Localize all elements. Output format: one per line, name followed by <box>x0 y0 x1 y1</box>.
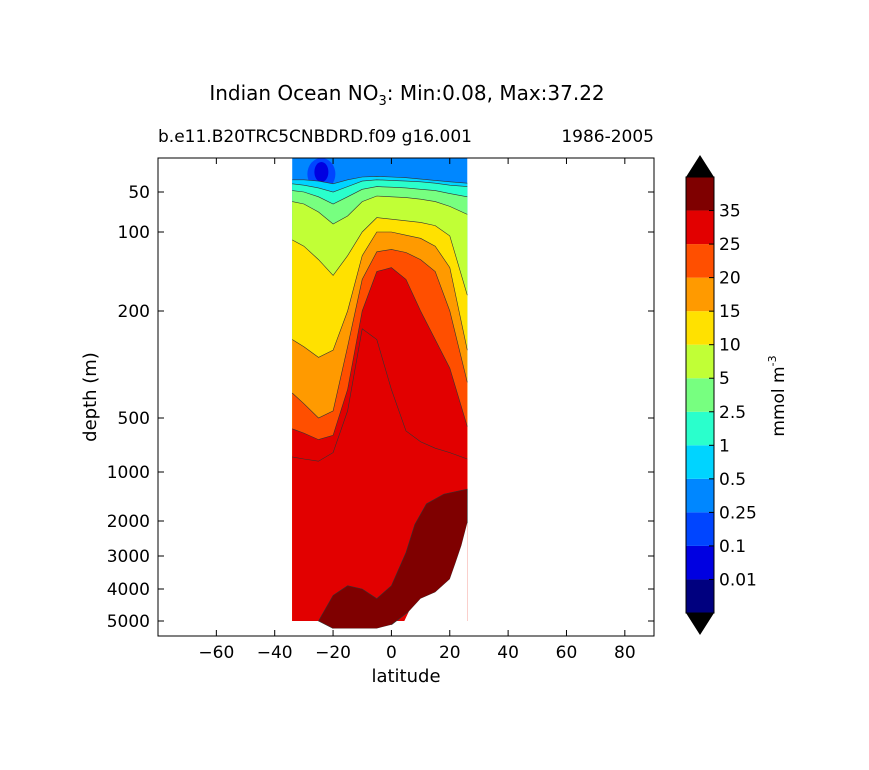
y-tick-label: 5000 <box>107 612 150 632</box>
x-tick-label: 60 <box>556 643 578 663</box>
colorbar-tick-label: 25 <box>719 235 741 255</box>
contour-fill <box>292 158 468 636</box>
y-tick-label: 3000 <box>107 547 150 567</box>
axes-ticks: −60 −40 −20 0 20 40 60 80 50 100 200 500 1000 2000 300… <box>107 158 654 663</box>
colorbar-extend-bottom <box>686 613 714 635</box>
x-axis-label: latitude <box>371 666 440 687</box>
colorbar-segment <box>686 277 714 312</box>
contour-line-5 <box>292 195 468 225</box>
colorbar-tick-label: 35 <box>719 202 741 222</box>
subtitle-right: 1986-2005 <box>561 127 654 147</box>
colorbar: 0.01 0.1 0.25 0.5 1 2.5 5 10 15 20 25 35 <box>685 155 757 635</box>
colorbar-tick-label: 0.25 <box>719 503 757 523</box>
y-tick-label: 2000 <box>107 512 150 532</box>
chart-title: Indian Ocean NO3: Min:0.08, Max:37.22 <box>209 81 604 109</box>
colorbar-tick-label: 5 <box>719 369 730 389</box>
colorbar-tick-label: 1 <box>719 436 730 456</box>
y-axis-label: depth (m) <box>80 352 101 442</box>
contour-lines <box>291 176 468 462</box>
colorbar-segment <box>686 244 714 278</box>
y-tick-label: 1000 <box>107 463 150 483</box>
contour-line-0.5 <box>292 176 468 185</box>
colorbar-tick-label: 0.5 <box>719 470 746 490</box>
colorbar-segment <box>686 545 714 580</box>
colorbar-tick-label: 0.1 <box>719 537 746 557</box>
x-tick-label: 40 <box>497 643 519 663</box>
contour-line-2.5 <box>292 186 468 205</box>
colorbar-segment <box>686 378 714 412</box>
colorbar-segment <box>686 344 714 379</box>
colorbar-label: mmol m-3 <box>766 355 789 436</box>
contour-line-15 <box>292 231 468 358</box>
y-tick-label: 100 <box>118 223 150 243</box>
y-tick-label: 200 <box>118 302 150 322</box>
contour-line-10 <box>292 217 468 296</box>
y-tick-label: 4000 <box>107 580 150 600</box>
colorbar-segment <box>686 177 714 211</box>
mask-bottom-mid <box>333 624 398 636</box>
mask-bottom-right <box>397 522 468 636</box>
x-tick-label: −20 <box>315 643 351 663</box>
band-min-patch <box>314 162 329 182</box>
x-tick-label: 0 <box>386 643 397 663</box>
mask-bottom-left <box>292 621 334 636</box>
colorbar-tick-label: 10 <box>719 336 741 356</box>
colorbar-segment <box>686 478 714 513</box>
colorbar-segment <box>686 512 714 546</box>
colorbar-segment <box>686 445 714 479</box>
colorbar-segment <box>686 210 714 245</box>
colorbar-tick-label: 0.01 <box>719 570 757 590</box>
subtitle-left: b.e11.B20TRC5CNBDRD.f09 g16.001 <box>158 127 472 147</box>
y-tick-label: 500 <box>118 409 150 429</box>
y-tick-label: 50 <box>128 183 150 203</box>
x-tick-label: −60 <box>198 643 234 663</box>
contour-line-35 <box>292 328 468 462</box>
plot-frame <box>157 157 655 637</box>
contour-line-20 <box>291 249 468 419</box>
band-deep-35plus <box>318 488 468 629</box>
colorbar-tick-label: 20 <box>719 269 741 289</box>
colorbar-segment <box>686 411 714 446</box>
colorbar-tick-label: 15 <box>719 302 741 322</box>
colorbar-tick-label: 2.5 <box>719 403 746 423</box>
x-tick-label: 80 <box>614 643 636 663</box>
contour-line-1 <box>292 179 468 193</box>
colorbar-extend-top <box>686 155 714 177</box>
x-tick-label: −40 <box>257 643 293 663</box>
contour-line-25 <box>292 267 468 440</box>
colorbar-frame <box>685 176 715 614</box>
x-tick-label: 20 <box>439 643 461 663</box>
colorbar-segment <box>686 311 714 345</box>
colorbar-segment <box>686 579 714 613</box>
